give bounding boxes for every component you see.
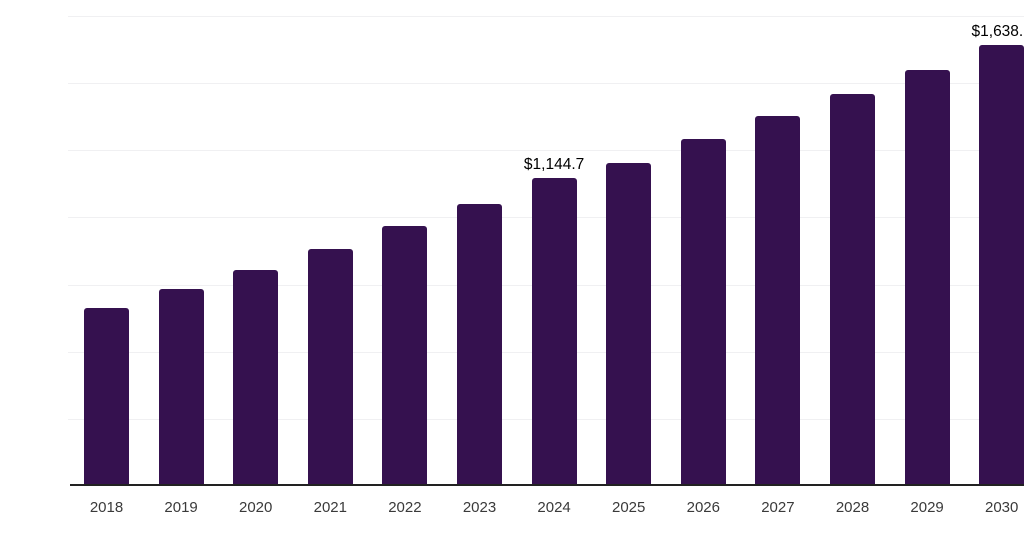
bar-2023[interactable]	[457, 204, 502, 485]
bar-2028[interactable]	[830, 93, 875, 485]
bar-2024[interactable]	[531, 177, 577, 485]
x-tick-2024: 2024	[537, 499, 571, 516]
x-tick-2018: 2018	[89, 499, 124, 516]
gridline-1250	[68, 150, 1024, 152]
bar-chart: $1,144.7 $1,638.6 2018 2019 2020 2021 2022 202…	[40, 16, 1024, 528]
data-label-2030: $1,638.6	[971, 22, 1024, 40]
x-tick-2020: 2020	[239, 499, 273, 516]
x-tick-2028: 2028	[835, 499, 870, 516]
x-tick-2021: 2021	[313, 499, 347, 516]
bar-2018[interactable]	[84, 307, 129, 485]
x-tick-2019: 2019	[164, 499, 198, 516]
x-tick-2030: 2030	[985, 499, 1019, 516]
bar-2027[interactable]	[755, 115, 801, 485]
x-tick-2029: 2029	[910, 499, 944, 516]
plot-area: $1,144.7 $1,638.6	[40, 16, 1024, 486]
gridline-1500	[68, 83, 1024, 85]
bar-2020[interactable]	[233, 269, 279, 485]
x-axis: 2018 2019 2020 2021 2022 2023 2024 2025 2026 2027…	[40, 486, 1024, 528]
x-tick-2022: 2022	[388, 499, 422, 516]
bar-2025[interactable]	[606, 162, 652, 485]
x-tick-2025: 2025	[612, 499, 646, 516]
x-tick-2026: 2026	[686, 499, 720, 516]
x-axis-line	[70, 484, 1024, 486]
bar-2021[interactable]	[307, 248, 353, 485]
x-tick-2023: 2023	[462, 499, 497, 516]
bar-2029[interactable]	[904, 70, 950, 485]
bar-2026[interactable]	[680, 139, 726, 485]
gridline-1750	[68, 16, 1024, 17]
bar-2030[interactable]	[979, 44, 1024, 485]
bar-2019[interactable]	[158, 289, 204, 485]
data-label-2024: $1,144.7	[523, 155, 585, 173]
bar-2022[interactable]	[382, 226, 428, 485]
x-tick-2027: 2027	[761, 499, 795, 516]
